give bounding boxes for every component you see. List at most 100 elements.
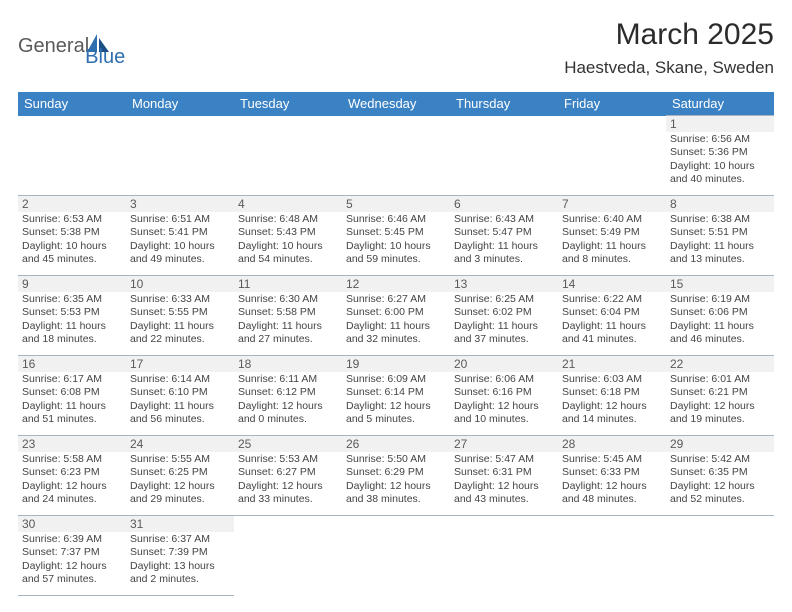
day-info-line: Sunrise: 6:53 AM [22, 213, 122, 226]
day-info: Sunrise: 6:17 AMSunset: 6:08 PMDaylight:… [22, 373, 122, 427]
day-info: Sunrise: 6:06 AMSunset: 6:16 PMDaylight:… [454, 373, 554, 427]
day-info-line: Daylight: 11 hours [346, 320, 446, 333]
day-info-line: Daylight: 11 hours [670, 320, 770, 333]
location: Haestveda, Skane, Sweden [564, 58, 774, 78]
day-info-line: Daylight: 13 hours [130, 560, 230, 573]
day-info-line: Sunrise: 6:17 AM [22, 373, 122, 386]
day-info-line: and 46 minutes. [670, 333, 770, 346]
day-number: 10 [126, 276, 234, 292]
calendar-cell: 12Sunrise: 6:27 AMSunset: 6:00 PMDayligh… [342, 276, 450, 356]
day-info-line: Sunset: 5:53 PM [22, 306, 122, 319]
day-info-line: and 22 minutes. [130, 333, 230, 346]
calendar-cell: 10Sunrise: 6:33 AMSunset: 5:55 PMDayligh… [126, 276, 234, 356]
calendar-week-row: 9Sunrise: 6:35 AMSunset: 5:53 PMDaylight… [18, 276, 774, 356]
calendar-cell: 7Sunrise: 6:40 AMSunset: 5:49 PMDaylight… [558, 196, 666, 276]
day-info-line: Daylight: 11 hours [22, 320, 122, 333]
title-block: March 2025 Haestveda, Skane, Sweden [564, 18, 774, 78]
day-info: Sunrise: 6:35 AMSunset: 5:53 PMDaylight:… [22, 293, 122, 347]
day-info-line: Sunset: 6:00 PM [346, 306, 446, 319]
day-info-line: Sunset: 6:08 PM [22, 386, 122, 399]
day-number: 3 [126, 196, 234, 212]
day-info-line: Daylight: 12 hours [454, 480, 554, 493]
day-number: 17 [126, 356, 234, 372]
day-number: 12 [342, 276, 450, 292]
day-info-line: Sunrise: 6:40 AM [562, 213, 662, 226]
day-info: Sunrise: 6:46 AMSunset: 5:45 PMDaylight:… [346, 213, 446, 267]
logo: General Blue [18, 18, 125, 69]
day-number: 26 [342, 436, 450, 452]
day-info-line: and 43 minutes. [454, 493, 554, 506]
day-info-line: and 49 minutes. [130, 253, 230, 266]
weekday-header: Saturday [666, 92, 774, 116]
day-number: 14 [558, 276, 666, 292]
day-info-line: and 59 minutes. [346, 253, 446, 266]
calendar-cell: 18Sunrise: 6:11 AMSunset: 6:12 PMDayligh… [234, 356, 342, 436]
day-info-line: Sunrise: 6:06 AM [454, 373, 554, 386]
day-info-line: and 27 minutes. [238, 333, 338, 346]
day-info: Sunrise: 5:53 AMSunset: 6:27 PMDaylight:… [238, 453, 338, 507]
day-info-line: and 8 minutes. [562, 253, 662, 266]
calendar-cell: 25Sunrise: 5:53 AMSunset: 6:27 PMDayligh… [234, 436, 342, 516]
day-info-line: Sunset: 6:10 PM [130, 386, 230, 399]
day-info-line: Sunset: 5:58 PM [238, 306, 338, 319]
day-info-line: Daylight: 11 hours [454, 320, 554, 333]
calendar-week-row: 23Sunrise: 5:58 AMSunset: 6:23 PMDayligh… [18, 436, 774, 516]
weekday-header: Thursday [450, 92, 558, 116]
day-info-line: and 14 minutes. [562, 413, 662, 426]
day-info-line: Sunrise: 6:38 AM [670, 213, 770, 226]
day-info-line: Daylight: 12 hours [670, 480, 770, 493]
day-number: 1 [666, 116, 774, 132]
calendar-cell: 27Sunrise: 5:47 AMSunset: 6:31 PMDayligh… [450, 436, 558, 516]
day-info: Sunrise: 6:14 AMSunset: 6:10 PMDaylight:… [130, 373, 230, 427]
day-info: Sunrise: 6:01 AMSunset: 6:21 PMDaylight:… [670, 373, 770, 427]
day-info-line: Sunrise: 6:14 AM [130, 373, 230, 386]
calendar-cell: 14Sunrise: 6:22 AMSunset: 6:04 PMDayligh… [558, 276, 666, 356]
day-number: 13 [450, 276, 558, 292]
calendar-cell: 23Sunrise: 5:58 AMSunset: 6:23 PMDayligh… [18, 436, 126, 516]
day-info-line: Daylight: 10 hours [22, 240, 122, 253]
calendar-cell: 5Sunrise: 6:46 AMSunset: 5:45 PMDaylight… [342, 196, 450, 276]
day-number: 19 [342, 356, 450, 372]
day-info: Sunrise: 6:11 AMSunset: 6:12 PMDaylight:… [238, 373, 338, 427]
day-number: 30 [18, 516, 126, 532]
day-info: Sunrise: 6:40 AMSunset: 5:49 PMDaylight:… [562, 213, 662, 267]
day-info: Sunrise: 5:58 AMSunset: 6:23 PMDaylight:… [22, 453, 122, 507]
day-info-line: Sunset: 6:31 PM [454, 466, 554, 479]
calendar-cell [666, 516, 774, 596]
day-info-line: and 24 minutes. [22, 493, 122, 506]
calendar-cell: 11Sunrise: 6:30 AMSunset: 5:58 PMDayligh… [234, 276, 342, 356]
day-info-line: Daylight: 12 hours [238, 400, 338, 413]
day-info-line: Sunset: 6:23 PM [22, 466, 122, 479]
day-info-line: Sunrise: 6:27 AM [346, 293, 446, 306]
calendar-cell [18, 116, 126, 196]
calendar-cell: 19Sunrise: 6:09 AMSunset: 6:14 PMDayligh… [342, 356, 450, 436]
day-info-line: Daylight: 11 hours [22, 400, 122, 413]
calendar-cell: 22Sunrise: 6:01 AMSunset: 6:21 PMDayligh… [666, 356, 774, 436]
day-info-line: Daylight: 10 hours [130, 240, 230, 253]
calendar-cell: 21Sunrise: 6:03 AMSunset: 6:18 PMDayligh… [558, 356, 666, 436]
calendar-cell: 29Sunrise: 5:42 AMSunset: 6:35 PMDayligh… [666, 436, 774, 516]
day-info-line: Sunset: 7:39 PM [130, 546, 230, 559]
day-info: Sunrise: 6:27 AMSunset: 6:00 PMDaylight:… [346, 293, 446, 347]
calendar-cell: 6Sunrise: 6:43 AMSunset: 5:47 PMDaylight… [450, 196, 558, 276]
logo-text-2: Blue [85, 46, 125, 69]
day-info-line: Daylight: 11 hours [238, 320, 338, 333]
day-info-line: Sunrise: 5:42 AM [670, 453, 770, 466]
day-info-line: Daylight: 12 hours [130, 480, 230, 493]
day-info-line: and 57 minutes. [22, 573, 122, 586]
day-info-line: Sunset: 6:33 PM [562, 466, 662, 479]
day-number: 7 [558, 196, 666, 212]
day-info-line: Sunrise: 6:37 AM [130, 533, 230, 546]
weekday-header: Wednesday [342, 92, 450, 116]
day-info-line: Sunset: 5:36 PM [670, 146, 770, 159]
day-info: Sunrise: 5:45 AMSunset: 6:33 PMDaylight:… [562, 453, 662, 507]
day-number: 2 [18, 196, 126, 212]
calendar-cell: 17Sunrise: 6:14 AMSunset: 6:10 PMDayligh… [126, 356, 234, 436]
calendar-cell [234, 516, 342, 596]
day-info: Sunrise: 6:03 AMSunset: 6:18 PMDaylight:… [562, 373, 662, 427]
day-info-line: Sunset: 5:55 PM [130, 306, 230, 319]
weekday-header: Friday [558, 92, 666, 116]
day-number: 18 [234, 356, 342, 372]
day-info-line: Sunset: 7:37 PM [22, 546, 122, 559]
calendar-cell [450, 116, 558, 196]
